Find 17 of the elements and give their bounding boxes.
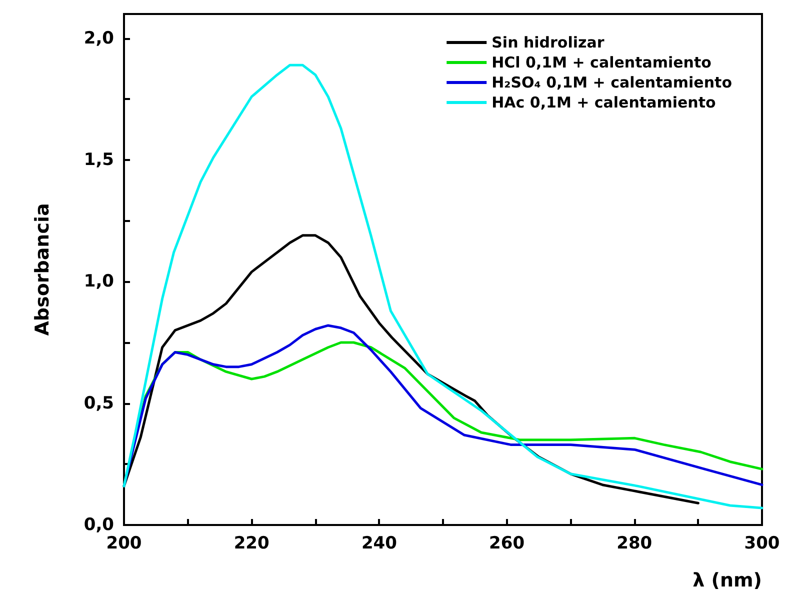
y-tick-label: 1,0 [84, 272, 114, 292]
legend-label: H₂SO₄ 0,1M + calentamiento [492, 74, 732, 92]
x-tick-label: 220 [234, 534, 270, 554]
x-tick-label: 200 [106, 534, 142, 554]
x-tick-label: 240 [361, 534, 398, 554]
legend-label: HAc 0,1M + calentamiento [492, 94, 716, 112]
y-tick-label: 0,0 [84, 515, 114, 535]
legend-label: Sin hidrolizar [492, 34, 605, 52]
x-tick-label: 300 [744, 534, 780, 554]
y-axis-title: Absorbancia [32, 203, 54, 336]
x-axis-title: λ (nm) [692, 570, 762, 592]
y-tick-label: 0,5 [84, 393, 114, 414]
legend-label: HCl 0,1M + calentamiento [492, 54, 712, 72]
y-tick-label: 2,0 [84, 28, 114, 48]
x-tick-label: 280 [616, 534, 652, 554]
x-tick-label: 260 [489, 534, 525, 554]
y-tick-label: 1,5 [84, 150, 114, 170]
